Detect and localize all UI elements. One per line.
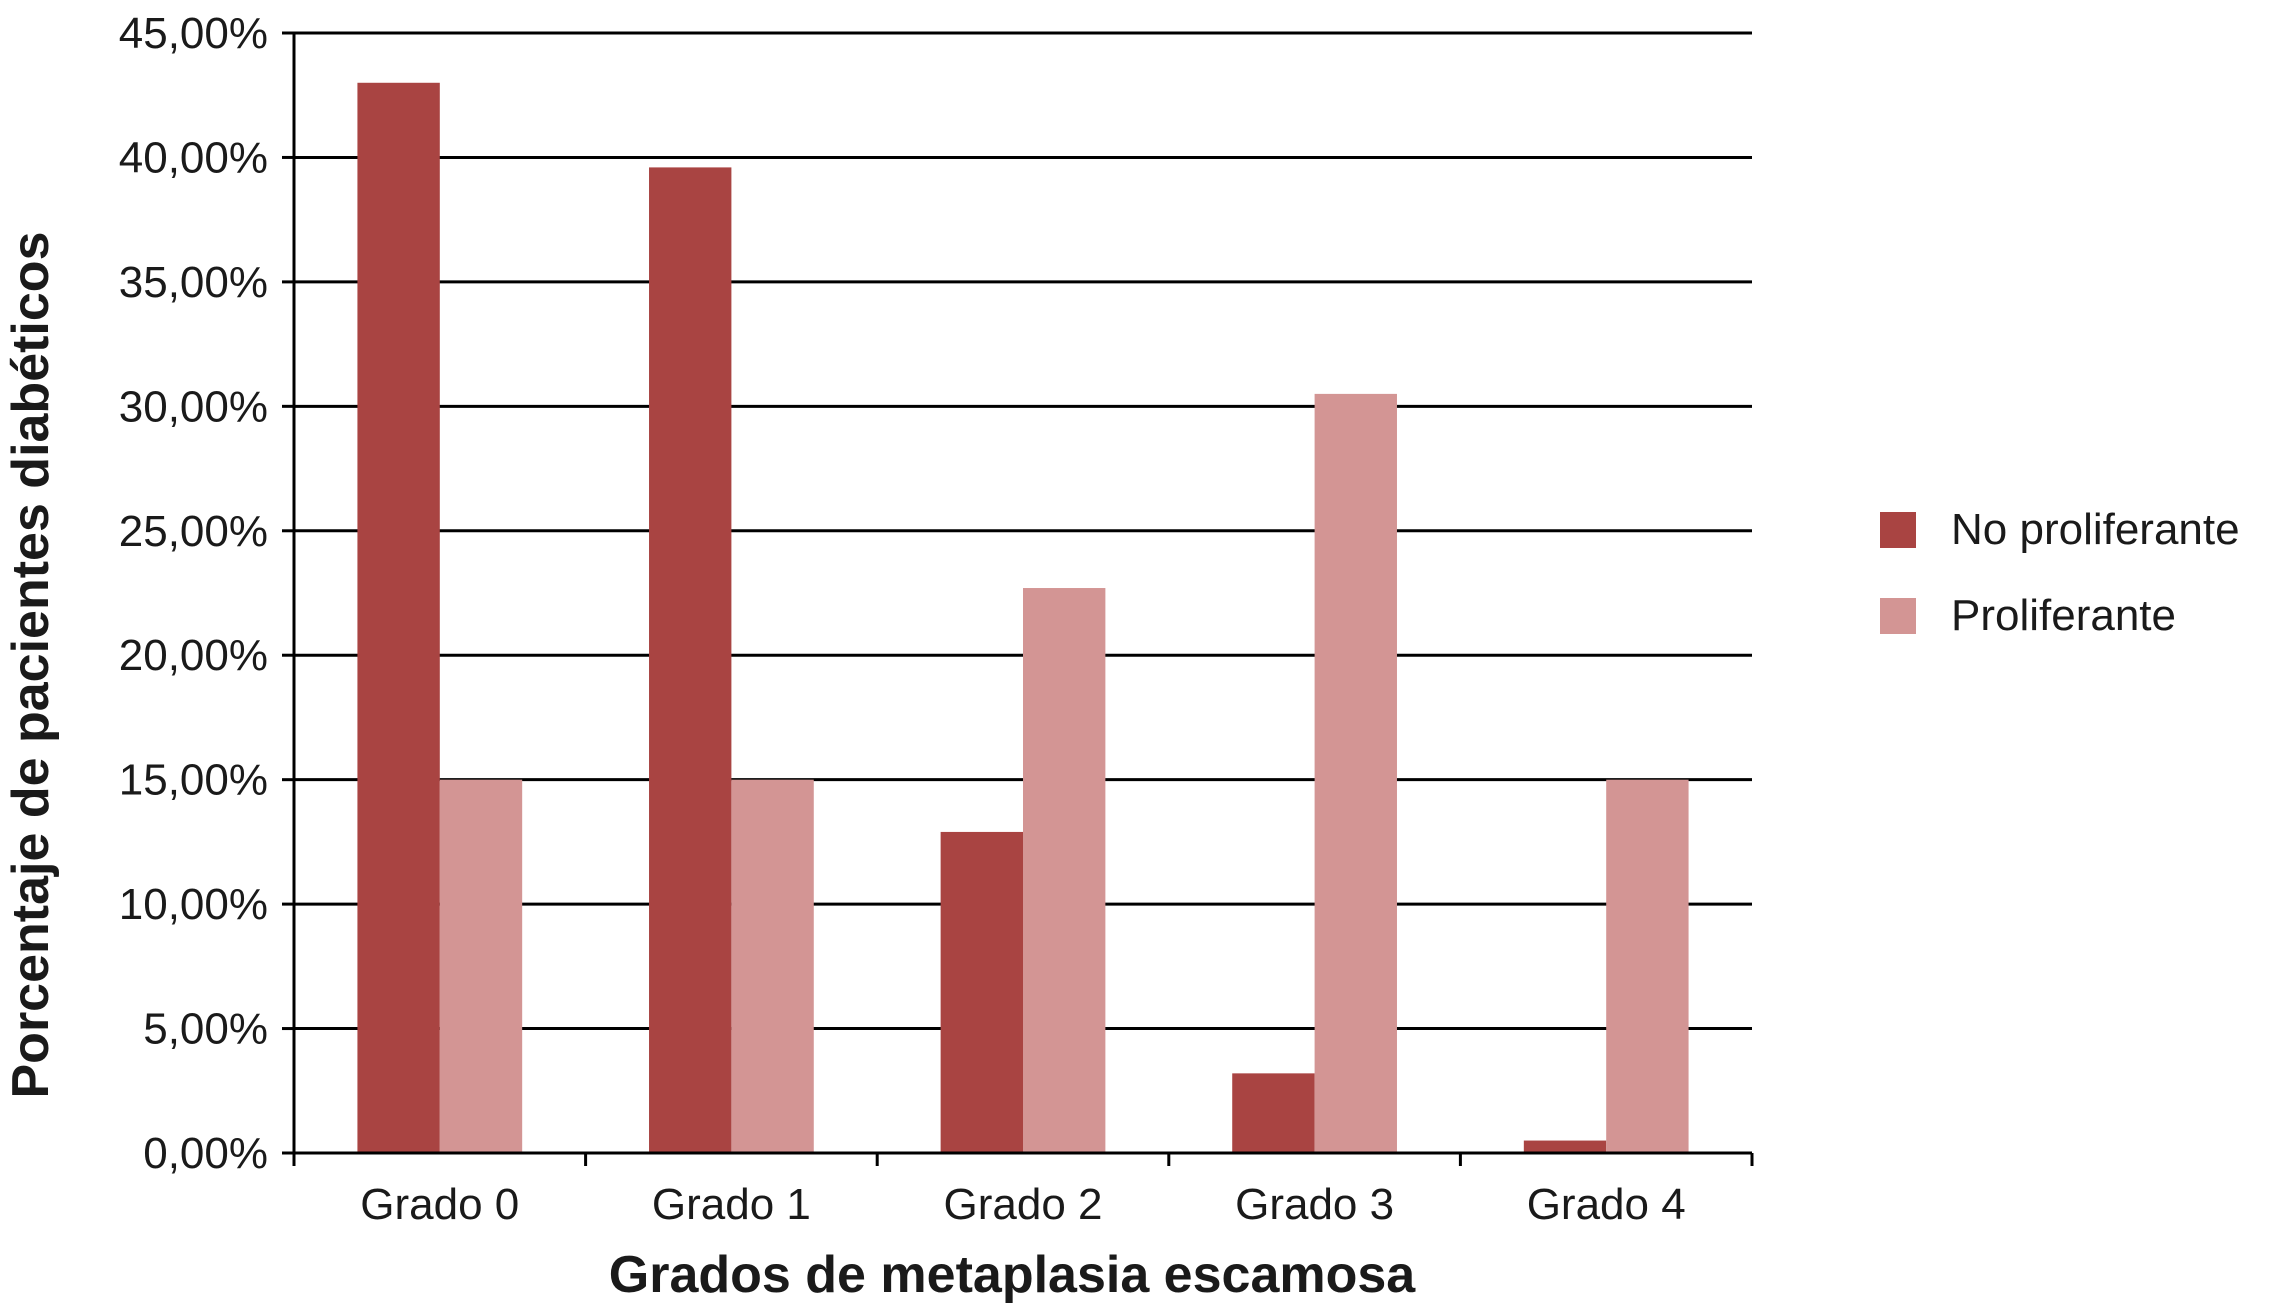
x-tick-label: Grado 4	[1527, 1180, 1686, 1229]
legend-swatch	[1880, 598, 1916, 634]
y-tick-label: 20,00%	[119, 631, 268, 680]
y-tick-label: 5,00%	[143, 1005, 268, 1054]
bar	[1606, 779, 1689, 1153]
legend-swatch	[1880, 512, 1916, 548]
legend: No proliferante Proliferante	[1880, 505, 2240, 640]
y-tick-label: 40,00%	[119, 133, 268, 182]
bar	[1523, 1140, 1607, 1153]
gridlines	[294, 31, 1752, 1031]
bar	[940, 831, 1023, 1153]
y-tick-label: 0,00%	[143, 1129, 268, 1178]
x-tick-labels: Grado 0 Grado 1 Grado 2 Grado 3 Grado 4	[360, 1180, 1685, 1229]
bar	[439, 779, 523, 1153]
legend-label: No proliferante	[1951, 505, 2240, 554]
bar	[1232, 1073, 1315, 1153]
bar	[357, 82, 440, 1153]
bar	[731, 779, 814, 1153]
y-tick-labels: 0,00% 5,00% 10,00% 15,00% 20,00% 25,00% 30,00%…	[119, 9, 268, 1178]
x-axis-title: Grados de metaplasia escamosa	[609, 1246, 1416, 1304]
y-axis-title: Porcentaje de pacientes diabéticos	[2, 232, 60, 1099]
bars	[357, 82, 1689, 1153]
y-tick-label: 30,00%	[119, 382, 268, 431]
bar	[1023, 588, 1106, 1153]
legend-label: Proliferante	[1951, 591, 2176, 640]
y-tick-label: 25,00%	[119, 507, 268, 556]
x-tick-label: Grado 2	[944, 1180, 1103, 1229]
bar	[649, 167, 732, 1153]
y-tick-label: 35,00%	[119, 258, 268, 307]
y-tick-label: 45,00%	[119, 9, 268, 58]
x-tick-label: Grado 1	[652, 1180, 811, 1229]
y-tick-label: 10,00%	[119, 880, 268, 929]
axes	[282, 31, 1754, 1166]
bar	[1314, 393, 1397, 1153]
y-tick-label: 15,00%	[119, 756, 268, 805]
x-tick-label: Grado 3	[1235, 1180, 1394, 1229]
x-tick-label: Grado 0	[360, 1180, 519, 1229]
